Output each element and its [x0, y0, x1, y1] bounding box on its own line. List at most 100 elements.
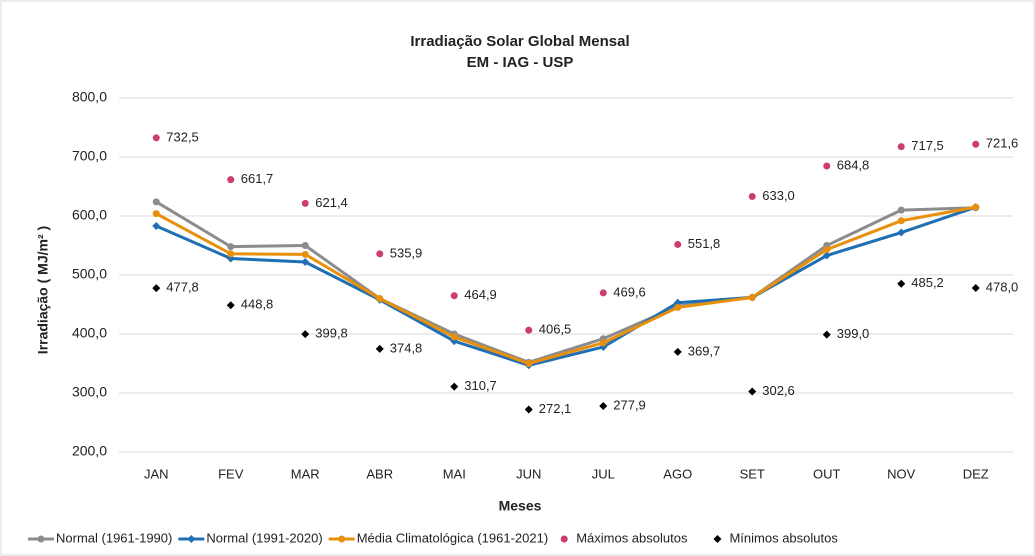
data-label: 448,8 [241, 297, 274, 312]
data-label: 272,1 [539, 401, 572, 416]
line-marker [822, 251, 831, 260]
data-label: 310,7 [464, 378, 497, 393]
line-marker [152, 222, 161, 231]
line-marker [152, 210, 160, 218]
legend-label: Máximos absolutos [576, 530, 688, 545]
y-tick-label: 200,0 [72, 443, 107, 459]
data-label: 485,2 [911, 275, 944, 290]
point-marker [822, 330, 831, 339]
legend-label: Média Climatológica (1961-2021) [357, 530, 549, 545]
data-label: 374,8 [390, 340, 423, 355]
data-label: 464,9 [464, 287, 497, 302]
line-marker [450, 333, 458, 341]
data-label: 721,6 [986, 136, 1019, 151]
legend-label: Normal (1961-1990) [56, 530, 172, 545]
x-tick-label: OUT [813, 466, 841, 481]
y-tick-label: 700,0 [72, 148, 107, 164]
x-tick-label: MAI [443, 466, 466, 481]
x-tick-label: NOV [887, 466, 916, 481]
data-label: 469,6 [613, 284, 646, 299]
line-marker [897, 228, 906, 237]
x-tick-label: AGO [663, 466, 692, 481]
data-label: 551,8 [688, 236, 721, 251]
point-marker [524, 405, 533, 414]
legend-marker [37, 535, 45, 543]
point-marker [674, 240, 682, 248]
y-tick-label: 500,0 [72, 266, 107, 282]
line-marker [525, 360, 533, 367]
point-marker [301, 199, 309, 207]
x-tick-label: SET [740, 466, 765, 481]
data-label: 369,7 [688, 343, 721, 358]
line-marker [674, 303, 682, 311]
point-marker [748, 387, 757, 396]
point-marker [823, 162, 831, 170]
data-label: 277,9 [613, 397, 646, 412]
legend-marker [187, 535, 196, 543]
line-marker [227, 250, 235, 258]
data-label: 684,8 [837, 157, 870, 172]
legend-label: Mínimos absolutos [729, 530, 838, 545]
line-marker [599, 339, 607, 347]
series-line [155, 205, 977, 367]
line-marker [376, 295, 384, 303]
legend-label: Normal (1991-2020) [206, 530, 322, 545]
data-label: 477,8 [166, 280, 199, 295]
point-marker [450, 382, 459, 391]
point-marker [972, 140, 980, 148]
y-tick-label: 600,0 [72, 207, 107, 223]
point-marker [152, 284, 161, 293]
point-marker [971, 283, 980, 292]
legend-marker [713, 535, 722, 543]
series-line [155, 205, 977, 366]
point-marker [227, 176, 235, 184]
data-label: 661,7 [241, 171, 274, 186]
line-marker [897, 206, 905, 214]
point-marker [375, 344, 384, 353]
point-marker [376, 250, 384, 258]
data-label: 302,6 [762, 383, 795, 398]
line-marker [301, 258, 310, 267]
line-marker [972, 203, 980, 211]
line-marker [152, 198, 160, 206]
legend-marker [338, 535, 346, 543]
data-label: 399,8 [315, 326, 348, 341]
x-tick-label: DEZ [963, 466, 989, 481]
y-tick-label: 800,0 [72, 89, 107, 105]
point-marker [897, 279, 906, 288]
series-line [155, 200, 976, 364]
point-marker [673, 347, 682, 356]
line-marker [823, 246, 831, 254]
data-label: 732,5 [166, 129, 199, 144]
data-label: 406,5 [539, 322, 572, 337]
point-marker [599, 289, 607, 297]
x-tick-label: ABR [366, 466, 393, 481]
y-tick-label: 400,0 [72, 325, 107, 341]
line-marker [748, 293, 756, 301]
y-axis-label: Irradiação ( MJ/m² ) [35, 226, 51, 354]
line-marker [301, 250, 309, 258]
point-marker [897, 143, 905, 151]
x-tick-label: FEV [218, 466, 244, 481]
data-label: 478,0 [986, 279, 1019, 294]
data-label: 535,9 [390, 245, 423, 260]
data-label: 399,0 [837, 326, 870, 341]
point-marker [226, 301, 235, 310]
chart-subtitle: EM - IAG - USP [467, 54, 574, 71]
line-marker [301, 242, 309, 249]
x-tick-label: MAR [291, 466, 320, 481]
x-tick-label: JAN [144, 466, 169, 481]
point-marker [301, 330, 310, 339]
line-marker [227, 243, 235, 251]
chart-title: Irradiação Solar Global Mensal [410, 33, 629, 50]
point-marker [525, 326, 533, 334]
point-marker [450, 292, 458, 300]
point-marker [748, 193, 756, 201]
data-label: 633,0 [762, 188, 795, 203]
y-tick-label: 300,0 [72, 384, 107, 400]
x-axis-label: Meses [499, 498, 542, 514]
data-label: 621,4 [315, 195, 348, 210]
point-marker [599, 402, 608, 411]
